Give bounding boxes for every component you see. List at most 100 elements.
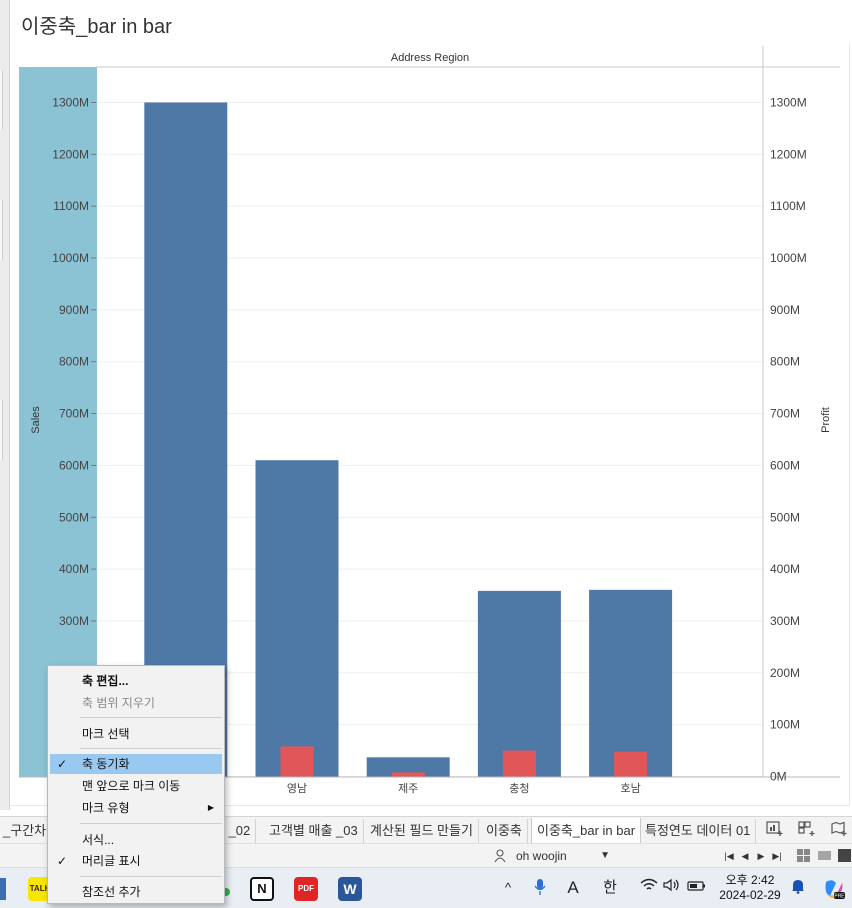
user-icon [494,845,506,870]
left-axis-tick-label: 1000M [52,251,89,265]
left-axis-tick-label: 500M [59,510,89,524]
new-story-icon[interactable] [829,821,849,839]
left-axis-title: Sales [30,406,42,434]
menu-item-show-header[interactable]: ✓ 머리글 표시 [50,851,222,871]
right-axis-tick-label: 800M [770,355,800,369]
profit-bar [391,772,425,777]
panel-stub [0,400,3,460]
checkmark-icon: ✓ [57,757,68,771]
checkmark-icon: ✓ [57,854,68,868]
category-label: 호남 [620,782,640,795]
next-page-icon[interactable]: ▶ [757,851,765,861]
sheet-frame [10,44,850,806]
left-axis-tick-label: 600M [59,458,89,472]
tab-view-icon[interactable] [838,849,851,862]
menu-item-select-marks[interactable]: 마크 선택 [82,727,130,741]
prev-page-icon[interactable]: ◀ [741,851,749,861]
panel-stub [0,70,3,130]
right-axis-tick-label: 900M [770,303,800,317]
sheet-tab[interactable]: 계산된 필드 만들기 [365,819,479,843]
sales-bar [144,102,228,777]
battery-icon[interactable] [687,878,707,898]
first-page-icon[interactable]: |◀ [724,851,734,861]
chevron-down-icon: ▼ [600,850,610,861]
user-selector[interactable]: oh woojin ▼ [490,845,614,867]
left-axis-tick-label: 700M [59,407,89,421]
dual-axis-bar-chart[interactable]: Address Region수도권영남제주충청호남300M400M500M600… [0,0,852,810]
wifi-icon[interactable] [640,878,658,898]
pdf-icon[interactable]: PDF [294,877,318,901]
right-axis-tick-label: 300M [770,614,800,628]
right-axis-tick-label: 1200M [770,147,807,161]
new-dashboard-icon[interactable] [797,821,817,839]
notification-bell-icon[interactable] [790,878,806,900]
right-axis-tick-label: 0M [770,770,787,784]
menu-item-edit-axis[interactable]: 축 편집... [82,674,129,688]
left-axis-tick-label: 1300M [52,95,89,109]
right-axis-tick-label: 700M [770,407,800,421]
menu-item-format[interactable]: 서식... [82,833,115,847]
grid-view-icon[interactable] [797,849,810,862]
highlighted-axis-column [19,67,97,777]
sheet-tab[interactable]: 이중축 [481,819,528,843]
last-page-icon[interactable]: ▶| [772,851,782,861]
right-axis-tick-label: 100M [770,718,800,732]
profit-bar [280,746,314,777]
sheet-tab[interactable]: 고객별 매출 _03 [264,819,364,843]
sheet-tab-active[interactable]: 이중축_bar in bar [531,818,642,844]
column-header-title: Address Region [391,52,469,64]
left-axis-tick-label: 300M [59,614,89,628]
copilot-icon[interactable]: PRE [822,878,846,906]
app-icon-edge[interactable] [0,878,6,900]
right-axis-tick-label: 500M [770,510,800,524]
volume-icon[interactable] [663,878,681,898]
svg-text:PRE: PRE [834,894,845,900]
profit-bar [614,751,648,777]
category-label: 영남 [287,782,307,795]
sales-bar [589,589,673,777]
menu-item-mark-type[interactable]: 마크 유형 ▶ [50,798,222,818]
menu-item-move-marks-to-front[interactable]: 맨 앞으로 마크 이동 [82,779,181,793]
filmstrip-view-icon[interactable] [818,849,831,862]
sheet-tab[interactable]: _구간차 [0,819,53,843]
sales-bar [477,590,561,777]
right-axis-tick-label: 600M [770,458,800,472]
app-icon-edge[interactable] [222,888,230,896]
tray-chevron-icon[interactable]: ^ [504,880,512,895]
right-axis-tick-label: 400M [770,562,800,576]
left-axis-tick-label: 400M [59,562,89,576]
right-axis-tick-label: 1000M [770,251,807,265]
sheet-title: 이중축_bar in bar [21,16,172,38]
left-axis-tick-label: 1100M [53,199,89,213]
right-axis-tick-label: 1100M [770,199,806,213]
profit-bar [502,750,536,777]
left-panel-edge [0,0,10,810]
font-input-icon[interactable]: A [567,878,579,897]
ime-hangul-icon[interactable]: 한 [603,879,617,896]
menu-separator [80,748,222,749]
clock-time: 오후 2:42 [725,873,775,887]
menu-separator [80,717,222,718]
taskbar-clock[interactable]: 오후 2:42 2024-02-29 [718,873,782,903]
category-label: 제주 [398,782,418,795]
microphone-icon[interactable] [532,878,548,902]
sales-bar [255,460,339,777]
right-axis-title: Profit [820,407,832,433]
word-icon[interactable]: W [338,877,362,901]
user-name: oh woojin [516,849,567,863]
menu-separator [80,823,222,824]
submenu-arrow-icon: ▶ [207,803,214,812]
left-axis-tick-label: 1200M [52,147,89,161]
menu-item-clear-axis-range[interactable]: 축 범위 지우기 [82,696,155,710]
right-axis-tick-label: 1300M [770,95,807,109]
sheet-tab[interactable]: 특정연도 데이터 01 [640,819,757,843]
notion-icon[interactable]: N [250,877,274,901]
axis-context-menu: 축 편집... 축 범위 지우기 마크 선택 ✓ 축 동기화 맨 앞으로 마크 이… [47,665,225,904]
new-worksheet-icon[interactable] [765,821,785,839]
sales-bar [366,757,450,777]
right-axis-tick-label: 200M [770,666,800,680]
menu-item-add-reference-line[interactable]: 참조선 추가 [82,885,141,899]
menu-item-synchronize-axis[interactable]: ✓ 축 동기화 [50,754,222,774]
panel-stub [0,200,3,260]
